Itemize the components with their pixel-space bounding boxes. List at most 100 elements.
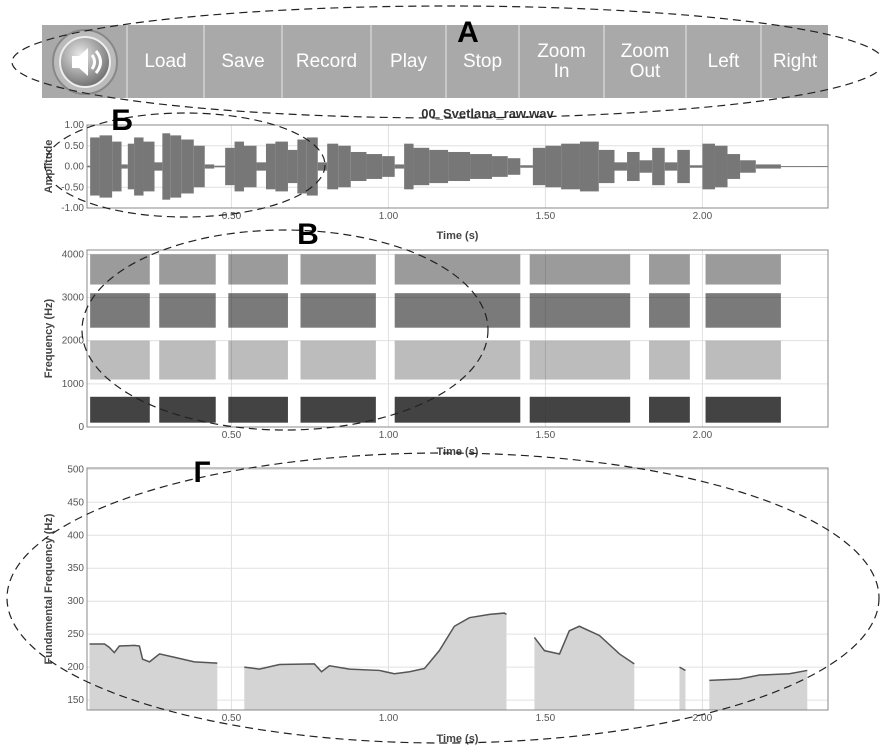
waveform-amplitude [652,148,665,185]
waveform-amplitude [327,144,338,190]
spectral-energy [530,254,630,284]
spectral-energy [301,397,376,423]
waveform-amplitude [470,154,492,179]
spectral-energy [159,293,216,328]
waveform-amplitude [318,162,327,170]
waveform-amplitude [740,160,756,172]
waveform-amplitude [351,152,367,181]
waveform-amplitude [90,137,99,195]
y-tick-label: 1000 [62,379,85,390]
x-tick-label: 1.50 [536,713,556,724]
waveform-amplitude [448,152,470,181]
waveform-amplitude [225,148,234,185]
spectral-energy [301,293,376,328]
waveform-amplitude [338,146,351,188]
waveform-amplitude [665,162,678,170]
waveform-amplitude [640,160,653,172]
y-tick-label: 400 [67,530,84,541]
spectral-energy [228,341,288,380]
waveform-amplitude [275,142,288,192]
waveform-amplitude [144,142,155,192]
y-tick-label: 500 [67,464,84,475]
spectral-energy [649,397,690,423]
y-tick-label: 350 [67,563,84,574]
spectral-energy [228,397,288,423]
waveform-amplitude [561,144,580,190]
x-axis-label: Time (s) [437,446,479,458]
y-tick-label: 250 [67,629,84,640]
waveform-amplitude [366,154,382,179]
charts: -1.00-0.500.000.501.000.501.001.502.00Ti… [0,0,880,745]
annotation-label: Г [193,456,210,489]
x-tick-label: 1.50 [536,430,556,441]
spectral-energy [395,293,521,328]
waveform-amplitude [288,150,297,183]
y-tick-label: 1.00 [65,120,85,131]
waveform-amplitude [429,150,448,183]
waveform-amplitude [155,162,163,170]
annotation-ellipse [12,6,880,118]
waveform-amplitude [170,135,181,197]
y-tick-label: 450 [67,497,84,508]
waveform-amplitude [235,142,244,192]
spectral-energy [649,341,690,380]
waveform-amplitude [257,162,266,170]
waveform-amplitude [382,156,395,177]
x-tick-label: 1.00 [379,713,399,724]
waveform-amplitude [627,152,640,181]
x-tick-label: 0.50 [222,713,242,724]
waveform-amplitude [100,135,113,197]
waveform-amplitude [508,158,521,175]
y-axis-label: Fundamental Frequency (Hz) [43,513,55,664]
spectral-energy [159,397,216,423]
spectral-energy [706,341,781,380]
spectral-energy [228,254,288,284]
y-tick-label: 2000 [62,336,85,347]
waveform-amplitude [404,144,413,190]
y-tick-label: 200 [67,662,84,673]
waveform-amplitude [205,164,214,168]
y-tick-label: 0.00 [65,162,85,173]
waveform-amplitude [122,164,128,168]
waveform-amplitude [677,150,690,183]
spectral-energy [301,254,376,284]
waveform-amplitude [580,142,599,192]
spectral-energy [90,293,150,328]
waveform-amplitude [614,162,627,170]
spectral-energy [395,254,521,284]
waveform-amplitude [194,146,205,188]
waveform-amplitude [244,146,257,188]
spectral-energy [530,341,630,380]
y-tick-label: -0.50 [61,182,84,193]
y-tick-label: 0 [78,422,84,433]
waveform-amplitude [545,146,561,188]
waveform-amplitude [395,164,404,168]
x-tick-label: 1.00 [379,211,399,222]
y-tick-label: 4000 [62,249,85,260]
y-tick-label: 150 [67,695,84,706]
spectral-energy [530,293,630,328]
pitch-area [679,667,685,710]
waveform-amplitude [690,165,703,167]
waveform-amplitude [715,146,728,188]
spectral-energy [706,397,781,423]
waveform-amplitude [266,144,275,190]
waveform-amplitude [599,150,615,183]
spectral-energy [90,341,150,380]
waveform-amplitude [181,140,194,194]
y-tick-label: -1.00 [61,203,84,214]
annotation-label: Б [111,104,133,137]
waveform-amplitude [134,137,143,195]
y-tick-label: 300 [67,596,84,607]
spectral-energy [159,341,216,380]
waveform-amplitude [520,165,533,167]
annotation-label: А [457,16,479,49]
spectral-energy [530,397,630,423]
waveform-amplitude [414,148,430,185]
x-tick-label: 2.00 [693,211,713,222]
waveform-amplitude [756,164,781,168]
waveform-amplitude [128,144,134,190]
plot-title: 00_Svetlana_raw.wav [421,106,554,121]
spectral-energy [159,254,216,284]
y-tick-label: 3000 [62,292,85,303]
